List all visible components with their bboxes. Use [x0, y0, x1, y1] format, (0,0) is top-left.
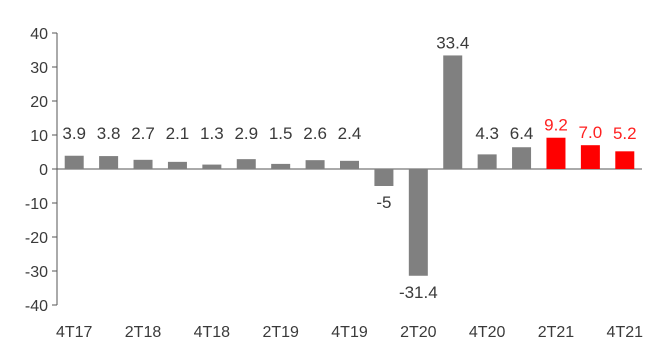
data-label: 7.0 [579, 123, 603, 142]
y-tick-label: -20 [25, 230, 48, 247]
y-tick-label: 40 [30, 26, 48, 43]
bar [615, 151, 635, 169]
data-label: 2.7 [131, 124, 155, 143]
bar [236, 159, 256, 169]
bar [512, 147, 532, 169]
data-labels: 3.9 3.8 2.7 2.1 1.3 2.9 1.5 2.6 2.4 -5 -31.4 33.4 4.… [62, 33, 636, 301]
x-tick-label: 2T18 [125, 324, 162, 341]
bars [64, 55, 635, 276]
bar [167, 161, 187, 169]
data-label: 4.3 [475, 124, 499, 143]
y-tick-label: 20 [30, 94, 48, 111]
x-tick-label: 4T20 [469, 324, 506, 341]
bar [580, 145, 600, 169]
x-tick-label: 4T18 [194, 324, 231, 341]
bar [64, 155, 84, 169]
bar [271, 163, 291, 169]
data-label: -5 [376, 193, 391, 212]
data-label: -31.4 [399, 283, 438, 302]
x-tick-label: 4T19 [331, 324, 368, 341]
data-label: 5.2 [613, 124, 637, 143]
y-tick-label: 10 [30, 128, 48, 145]
x-tick-label: 4T21 [607, 324, 644, 341]
data-label: 9.2 [544, 116, 568, 135]
x-tick-label: 2T20 [400, 324, 437, 341]
y-tick-label: 30 [30, 60, 48, 77]
bar [99, 156, 119, 169]
data-label: 33.4 [436, 33, 469, 52]
data-label: 2.6 [303, 124, 327, 143]
bar [305, 160, 325, 169]
y-tick-label: -10 [25, 196, 48, 213]
data-label: 6.4 [510, 124, 534, 143]
data-label: 1.5 [269, 124, 293, 143]
data-label: 2.1 [166, 124, 190, 143]
y-tick-label: 0 [39, 162, 48, 179]
data-label: 2.4 [338, 124, 362, 143]
bar [546, 137, 566, 169]
data-label: 1.3 [200, 124, 224, 143]
y-tick-label: -40 [25, 298, 48, 315]
x-tick-label: 4T17 [56, 324, 93, 341]
bar [408, 169, 428, 276]
data-label: 3.9 [62, 124, 86, 143]
x-axis: 4T17 2T18 4T18 2T19 4T19 2T20 4T20 2T21 4T21 [56, 168, 644, 341]
data-label: 3.8 [97, 124, 121, 143]
y-axis: -40 -30 -20 -10 0 10 20 30 40 [25, 26, 58, 315]
y-tick-label: -30 [25, 264, 48, 281]
bar [443, 55, 463, 169]
bar [340, 160, 359, 169]
bar [133, 159, 153, 169]
bar [374, 169, 394, 186]
bar [202, 164, 222, 169]
x-tick-label: 2T19 [262, 324, 299, 341]
bar [477, 154, 497, 169]
data-label: 2.9 [234, 124, 258, 143]
x-tick-label: 2T21 [538, 324, 575, 341]
